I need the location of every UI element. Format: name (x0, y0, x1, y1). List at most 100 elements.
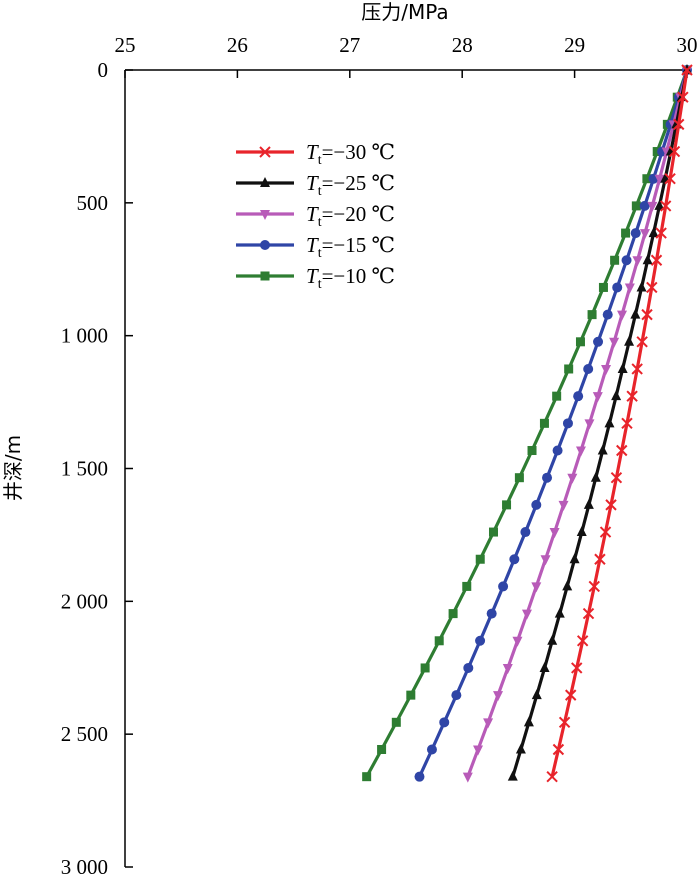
legend-item: Tt=−25 ℃ (236, 171, 395, 199)
data-point-marker (520, 527, 531, 538)
data-point-marker (260, 210, 270, 220)
legend-item: Tt=−10 ℃ (236, 264, 395, 292)
data-point-marker (654, 199, 665, 210)
data-point-marker (549, 528, 560, 539)
data-point-marker (590, 471, 601, 482)
data-point-marker (483, 718, 494, 729)
legend-symbol: T (306, 171, 319, 195)
x-tick-label: 30 (677, 33, 698, 57)
data-point-marker (509, 554, 520, 565)
data-point-marker (462, 581, 472, 591)
data-point-marker (601, 364, 612, 375)
data-point-marker (624, 335, 635, 346)
data-point-marker (473, 745, 484, 756)
data-point-marker (558, 716, 571, 729)
data-point-marker (583, 498, 594, 509)
data-point-marker (587, 310, 597, 320)
series-2 (507, 64, 692, 781)
legend-label: Tt=−30 ℃ (306, 140, 395, 168)
data-point-marker (617, 362, 628, 373)
legend-value: =−20 ℃ (322, 202, 395, 226)
data-point-marker (554, 607, 565, 618)
data-point-marker (539, 661, 550, 672)
legend-symbol: T (306, 264, 319, 288)
legend: Tt=−30 ℃Tt=−25 ℃Tt=−20 ℃Tt=−15 ℃Tt=−10 ℃ (236, 140, 395, 292)
data-point-marker (531, 689, 542, 700)
data-point-marker (362, 772, 372, 782)
legend-value: =−30 ℃ (322, 140, 395, 164)
data-point-marker (597, 444, 608, 455)
data-point-marker (502, 500, 512, 510)
legend-value: =−10 ℃ (322, 264, 395, 288)
data-point-marker (531, 582, 542, 593)
data-point-marker (451, 690, 462, 701)
data-point-marker (668, 145, 681, 158)
data-point-marker (646, 281, 658, 294)
legend-item: Tt=−30 ℃ (236, 140, 395, 168)
data-point-marker (630, 308, 641, 319)
data-point-marker (632, 256, 643, 267)
data-point-marker (639, 200, 650, 211)
data-point-marker (567, 473, 578, 484)
data-point-marker (624, 283, 635, 294)
data-point-marker (621, 417, 633, 430)
data-point-marker (677, 91, 689, 103)
series-3 (462, 66, 692, 783)
data-point-marker (650, 254, 663, 266)
data-point-marker (610, 471, 623, 484)
data-point-marker (647, 201, 658, 212)
data-point-marker (631, 201, 641, 211)
y-tick-label: 500 (77, 191, 109, 215)
data-point-marker (575, 337, 585, 347)
legend-subscript: t (318, 277, 322, 292)
data-point-marker (463, 662, 474, 673)
data-point-marker (552, 391, 562, 401)
data-point-marker (631, 363, 643, 375)
data-point-marker (599, 526, 612, 538)
data-point-marker (576, 526, 587, 537)
x-tick-label: 27 (339, 33, 360, 57)
data-point-marker (609, 337, 620, 348)
legend-symbol: T (306, 202, 319, 226)
data-point-marker (259, 146, 271, 158)
y-tick-label: 2 000 (61, 589, 108, 613)
data-point-marker (507, 770, 518, 781)
data-point-marker (641, 308, 653, 321)
data-point-marker (552, 743, 565, 756)
data-point-marker (602, 309, 613, 320)
data-point-marker (475, 635, 486, 646)
series-1 (546, 64, 693, 783)
data-point-marker (542, 472, 553, 483)
data-point-marker (592, 392, 603, 403)
legend-label: Tt=−20 ℃ (306, 202, 395, 230)
data-point-marker (260, 240, 270, 250)
data-point-marker (582, 607, 595, 620)
data-point-marker (540, 555, 551, 566)
legend-value: =−25 ℃ (322, 171, 395, 195)
data-point-marker (426, 744, 437, 755)
data-point-marker (547, 634, 558, 645)
legend-symbol: T (306, 140, 319, 164)
data-point-marker (260, 177, 270, 187)
data-point-marker (616, 444, 628, 457)
y-tick-label: 0 (98, 58, 109, 82)
y-axis-title: 井深/m (1, 435, 25, 501)
data-point-marker (576, 635, 589, 647)
legend-subscript: t (318, 215, 322, 230)
x-tick-label: 26 (227, 33, 248, 57)
data-point-marker (512, 636, 523, 647)
data-point-marker (488, 527, 498, 537)
data-point-marker (531, 499, 542, 510)
legend-label: Tt=−15 ℃ (306, 233, 395, 261)
data-point-marker (439, 717, 450, 728)
data-point-marker (448, 609, 458, 619)
data-point-marker (420, 663, 430, 673)
data-point-marker (612, 282, 623, 293)
data-point-marker (391, 717, 401, 727)
data-point-marker (527, 446, 537, 456)
legend-subscript: t (318, 184, 322, 199)
data-point-marker (681, 64, 693, 76)
data-point-marker (583, 363, 594, 374)
data-point-marker (642, 174, 652, 184)
